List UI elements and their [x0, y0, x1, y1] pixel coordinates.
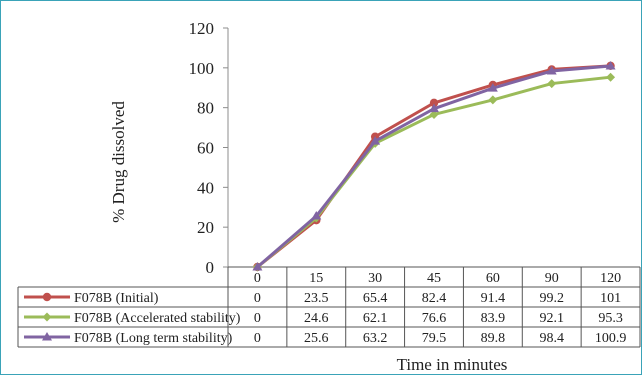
table-value: 82.4: [422, 291, 447, 306]
table-value: 0: [254, 291, 261, 306]
table-value: 83.9: [481, 311, 506, 326]
data-point: [488, 95, 498, 105]
table-value: 99.2: [539, 291, 564, 306]
data-point: [547, 79, 557, 89]
legend-entry: F078B (Long term stability): [74, 331, 233, 346]
table-value: 63.2: [363, 331, 388, 346]
y-tick-label: 40: [197, 178, 214, 197]
x-category-label: 30: [368, 271, 382, 286]
x-category-label: 15: [309, 271, 323, 286]
legend-entry: F078B (Initial): [74, 291, 159, 306]
data-point: [546, 66, 557, 75]
data-point: [429, 98, 439, 108]
data-point: [606, 72, 616, 82]
data-point: [370, 136, 381, 145]
table-value: 79.5: [422, 331, 447, 346]
table-value: 100.9: [595, 331, 627, 346]
data-point: [42, 312, 52, 322]
table-value: 0: [254, 311, 261, 326]
data-point: [42, 332, 52, 341]
x-category-label: 0: [254, 271, 261, 286]
x-category-label: 45: [427, 271, 441, 286]
data-point: [252, 262, 263, 271]
y-tick-label: 120: [189, 19, 215, 38]
legend-entry: F078B (Accelerated stability): [74, 311, 241, 326]
data-point: [42, 292, 52, 302]
table-value: 98.4: [539, 331, 564, 346]
table-value: 0: [254, 331, 261, 346]
data-point: [605, 61, 616, 70]
y-axis-label: % Drug dissolved: [109, 101, 128, 223]
x-category-label: 120: [600, 271, 621, 286]
y-tick-label: 100: [189, 59, 215, 78]
y-tick-label: 20: [197, 218, 214, 237]
data-point: [487, 83, 498, 92]
x-category-label: 90: [545, 271, 559, 286]
y-tick-label: 80: [197, 99, 214, 118]
table-value: 24.6: [304, 311, 329, 326]
x-axis-label: Time in minutes: [397, 355, 508, 374]
data-point: [429, 109, 439, 119]
table-value: 101: [600, 291, 621, 306]
data-point: [311, 211, 322, 220]
x-category-label: 60: [486, 271, 500, 286]
table-value: 91.4: [481, 291, 506, 306]
table-value: 76.6: [422, 311, 447, 326]
series-line: [256, 64, 611, 269]
series-line: [256, 64, 611, 269]
table-value: 95.3: [598, 311, 623, 326]
y-tick-label: 0: [206, 258, 215, 277]
table-value: 65.4: [363, 291, 388, 306]
table-value: 25.6: [304, 331, 329, 346]
table-value: 89.8: [481, 331, 506, 346]
table-value: 92.1: [539, 311, 564, 326]
y-tick-label: 60: [197, 139, 214, 158]
table-value: 23.5: [304, 291, 329, 306]
table-value: 62.1: [363, 311, 388, 326]
data-point: [429, 103, 439, 113]
